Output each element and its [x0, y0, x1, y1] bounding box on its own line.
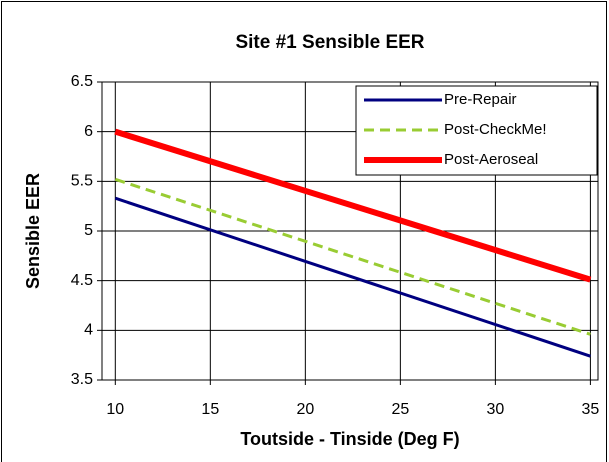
plot-frame [101, 81, 599, 381]
y-axis-title: Sensible EER [23, 173, 43, 289]
x-axis-title: Toutside - Tinside (Deg F) [240, 429, 459, 449]
x-tick-label: 30 [486, 401, 504, 418]
legend-label: Pre-Repair [444, 91, 517, 108]
chart-title: Site #1 Sensible EER [235, 32, 424, 53]
y-tick-label: 3.5 [71, 371, 93, 388]
series-line [114, 128, 592, 283]
y-tick-label: 6 [84, 123, 93, 140]
y-tick-label: 6.5 [71, 73, 93, 90]
series-line [114, 196, 591, 358]
y-tick-label: 4.5 [71, 272, 93, 289]
x-tick-label: 20 [296, 401, 314, 418]
series-line [114, 177, 591, 336]
x-tick-label: 15 [201, 401, 219, 418]
x-tick-label: 25 [391, 401, 409, 418]
legend-label: Post-CheckMe! [444, 121, 547, 138]
y-tick-label: 5 [84, 222, 93, 239]
x-tick-label: 35 [582, 401, 600, 418]
legend-label: Post-Aeroseal [444, 151, 538, 168]
y-tick-label: 4 [84, 322, 93, 339]
y-tick-label: 5.5 [71, 173, 93, 190]
x-tick-label: 10 [106, 401, 124, 418]
